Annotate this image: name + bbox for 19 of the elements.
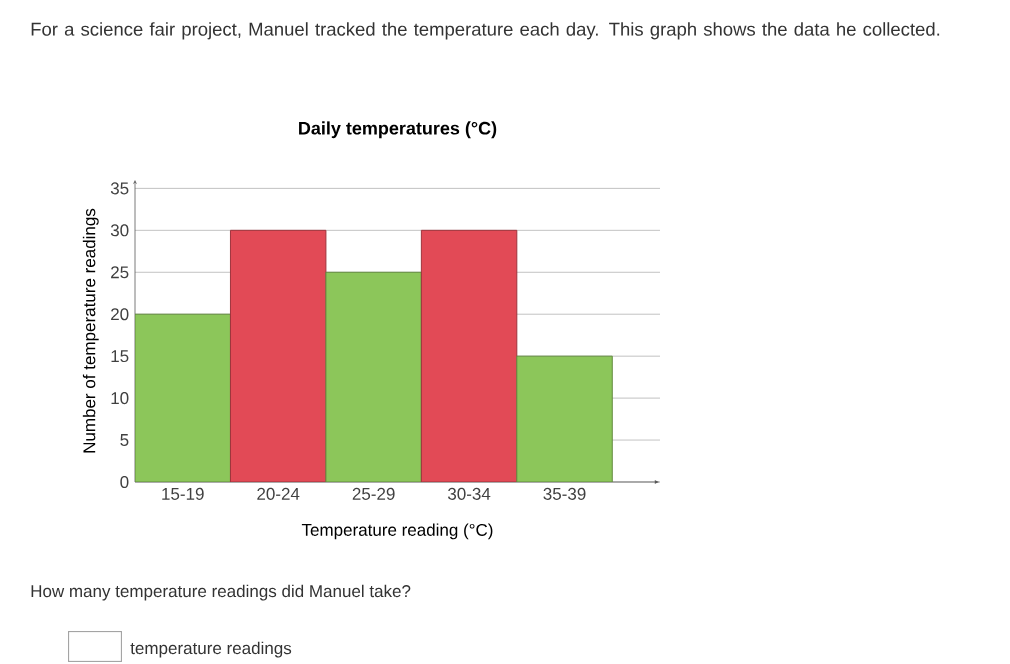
x-tick-label: 35-39 bbox=[543, 487, 586, 500]
x-tick-label: 30-34 bbox=[447, 487, 491, 500]
x-tick-label: 25-29 bbox=[352, 487, 395, 500]
y-tick-label: 25 bbox=[111, 266, 129, 279]
y-tick-label: 15 bbox=[111, 350, 129, 363]
x-axis-title: Temperature reading (°C) bbox=[301, 523, 493, 540]
text: How many temperature readings did Manuel take? bbox=[31, 584, 411, 601]
x-tick-label: 15-19 bbox=[162, 487, 204, 500]
y-tick-label: 20 bbox=[111, 308, 129, 321]
y-tick-label: 10 bbox=[111, 392, 129, 405]
chart-title: Daily temperatures (°C) bbox=[299, 121, 497, 139]
x-tick-label: 20-24 bbox=[257, 487, 300, 500]
text: temperature readings bbox=[130, 641, 292, 658]
y-tick-label: 0 bbox=[120, 475, 129, 489]
y-tick-label: 30 bbox=[110, 224, 129, 237]
text: For a science fair project, Manuel tracked the temperature each day. This graph shows the data he collected. bbox=[31, 22, 940, 40]
y-tick-label: 35 bbox=[110, 182, 129, 195]
y-tick-label: 5 bbox=[120, 434, 129, 446]
y-axis-title: Number of temperature readings bbox=[82, 208, 99, 453]
